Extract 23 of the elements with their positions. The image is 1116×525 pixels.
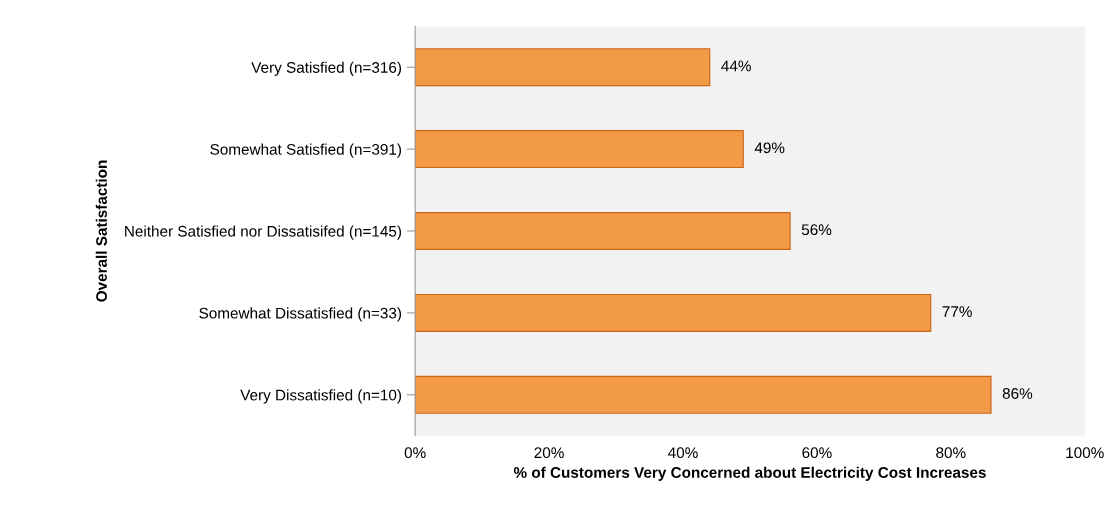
x-tick-label: 60%: [802, 447, 832, 459]
x-axis-title: % of Customers Very Concerned about Electricity Cost Increases: [513, 466, 986, 481]
data-label: 44%: [721, 60, 751, 72]
bar: [415, 212, 791, 250]
y-tick-label: Neither Satisfied nor Dissatisifed (n=145): [125, 225, 402, 240]
y-tick-label: Very Dissatisfied (n=10): [240, 389, 402, 404]
bar: [415, 48, 711, 87]
bar: [415, 375, 992, 414]
x-tick-label: 0%: [404, 447, 426, 459]
x-tick-label: 20%: [534, 447, 564, 459]
data-label: 56%: [801, 224, 832, 236]
x-tick-label: 40%: [668, 447, 698, 459]
bar: [415, 293, 932, 332]
bar: [415, 130, 744, 169]
y-tick-label: Somewhat Satisfied (n=391): [210, 143, 402, 158]
y-axis-title: Overall Satisfaction: [95, 160, 107, 302]
data-label: 77%: [942, 306, 972, 317]
data-label: 49%: [754, 142, 785, 154]
y-tick-label: Very Satisfied (n=316): [251, 61, 402, 76]
x-tick-label: 80%: [936, 447, 966, 459]
data-label: 86%: [1002, 388, 1033, 399]
x-tick-label: 100%: [1066, 447, 1104, 459]
y-tick-label: Somewhat Dissatisfied (n=33): [199, 307, 402, 322]
